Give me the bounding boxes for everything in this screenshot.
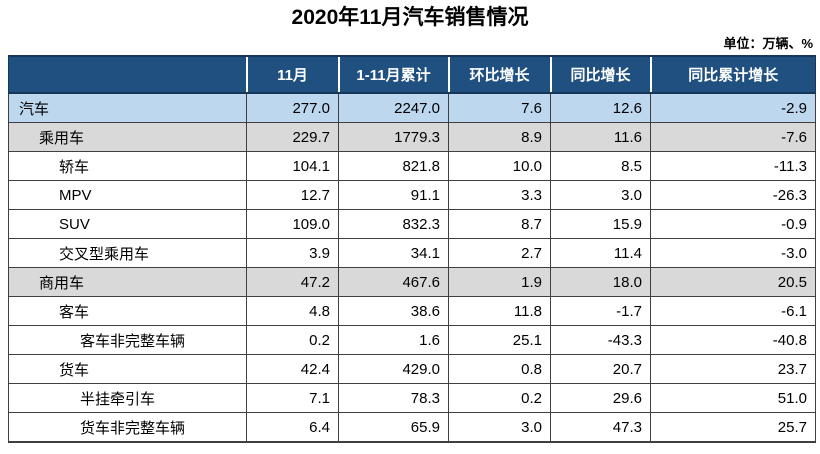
value-cell: -11.3 xyxy=(650,151,816,181)
value-cell: 25.7 xyxy=(650,412,816,443)
value-cell: 1779.3 xyxy=(338,122,449,152)
row-label: MPV xyxy=(8,180,247,210)
value-cell: 2247.0 xyxy=(338,92,449,123)
table-row: 客车非完整车辆 0.2 1.6 25.1 -43.3 -40.8 xyxy=(8,325,816,355)
row-label: 货车 xyxy=(8,354,247,384)
value-cell: 91.1 xyxy=(338,180,449,210)
table-row: SUV 109.0 832.3 8.7 15.9 -0.9 xyxy=(8,209,816,239)
value-cell: 11.6 xyxy=(550,122,651,152)
value-cell: 229.7 xyxy=(246,122,339,152)
value-cell: 0.8 xyxy=(448,354,551,384)
column-header: 同比增长 xyxy=(549,55,651,94)
value-cell: 467.6 xyxy=(338,267,449,297)
value-cell: 25.1 xyxy=(448,325,551,355)
row-label: SUV xyxy=(8,209,247,239)
value-cell: 0.2 xyxy=(448,383,551,413)
value-cell: 12.7 xyxy=(246,180,339,210)
row-label: 交叉型乘用车 xyxy=(8,238,247,268)
row-label: 商用车 xyxy=(8,267,247,297)
value-cell: 10.0 xyxy=(448,151,551,181)
value-cell: 11.8 xyxy=(448,296,551,326)
row-label: 轿车 xyxy=(8,151,247,181)
value-cell: 38.6 xyxy=(338,296,449,326)
value-cell: 109.0 xyxy=(246,209,339,239)
value-cell: -0.9 xyxy=(650,209,816,239)
value-cell: -7.6 xyxy=(650,122,816,152)
value-cell: 29.6 xyxy=(550,383,651,413)
corner-header-cell xyxy=(8,55,247,94)
value-cell: 1.9 xyxy=(448,267,551,297)
header-row: 11月 1-11月累计 环比增长 同比增长 同比累计增长 xyxy=(8,55,816,94)
row-label: 货车非完整车辆 xyxy=(8,412,247,443)
value-cell: 8.7 xyxy=(448,209,551,239)
table-row: 交叉型乘用车 3.9 34.1 2.7 11.4 -3.0 xyxy=(8,238,816,268)
value-cell: 832.3 xyxy=(338,209,449,239)
column-header: 同比累计增长 xyxy=(649,55,816,94)
value-cell: 1.6 xyxy=(338,325,449,355)
table-row: 汽车 277.0 2247.0 7.6 12.6 -2.9 xyxy=(8,92,816,123)
unit-note: 单位：万辆、% xyxy=(723,36,813,51)
table-row: 乘用车 229.7 1779.3 8.9 11.6 -7.6 xyxy=(8,122,816,152)
value-cell: 65.9 xyxy=(338,412,449,443)
value-cell: 3.3 xyxy=(448,180,551,210)
table-row: 货车 42.4 429.0 0.8 20.7 23.7 xyxy=(8,354,816,384)
sales-table: 11月 1-11月累计 环比增长 同比增长 同比累计增长 汽车 277.0 2247.0 7.… xyxy=(8,55,816,443)
value-cell: 78.3 xyxy=(338,383,449,413)
row-label: 乘用车 xyxy=(8,122,247,152)
value-cell: 20.5 xyxy=(650,267,816,297)
value-cell: 47.2 xyxy=(246,267,339,297)
value-cell: 3.0 xyxy=(448,412,551,443)
value-cell: -1.7 xyxy=(550,296,651,326)
value-cell: 47.3 xyxy=(550,412,651,443)
value-cell: 34.1 xyxy=(338,238,449,268)
value-cell: 20.7 xyxy=(550,354,651,384)
value-cell: 7.1 xyxy=(246,383,339,413)
value-cell: 18.0 xyxy=(550,267,651,297)
column-header: 1-11月累计 xyxy=(337,55,449,94)
value-cell: -26.3 xyxy=(650,180,816,210)
value-cell: -3.0 xyxy=(650,238,816,268)
column-header: 11月 xyxy=(245,55,339,94)
column-header: 环比增长 xyxy=(447,55,551,94)
row-label: 客车非完整车辆 xyxy=(8,325,247,355)
row-label: 汽车 xyxy=(8,92,247,123)
value-cell: -6.1 xyxy=(650,296,816,326)
value-cell: 23.7 xyxy=(650,354,816,384)
value-cell: -2.9 xyxy=(650,92,816,123)
value-cell: 8.5 xyxy=(550,151,651,181)
value-cell: 277.0 xyxy=(246,92,339,123)
value-cell: 3.0 xyxy=(550,180,651,210)
chart-title: 2020年11月汽车销售情况 xyxy=(291,6,529,29)
table-row: 客车 4.8 38.6 11.8 -1.7 -6.1 xyxy=(8,296,816,326)
value-cell: 4.8 xyxy=(246,296,339,326)
table-row: 商用车 47.2 467.6 1.9 18.0 20.5 xyxy=(8,267,816,297)
value-cell: 12.6 xyxy=(550,92,651,123)
value-cell: 11.4 xyxy=(550,238,651,268)
row-label: 半挂牵引车 xyxy=(8,383,247,413)
value-cell: 15.9 xyxy=(550,209,651,239)
value-cell: 0.2 xyxy=(246,325,339,355)
value-cell: 2.7 xyxy=(448,238,551,268)
value-cell: 6.4 xyxy=(246,412,339,443)
value-cell: 429.0 xyxy=(338,354,449,384)
value-cell: 51.0 xyxy=(650,383,816,413)
table-row: MPV 12.7 91.1 3.3 3.0 -26.3 xyxy=(8,180,816,210)
table-row: 货车非完整车辆 6.4 65.9 3.0 47.3 25.7 xyxy=(8,412,816,443)
value-cell: -40.8 xyxy=(650,325,816,355)
value-cell: 821.8 xyxy=(338,151,449,181)
value-cell: 104.1 xyxy=(246,151,339,181)
value-cell: 42.4 xyxy=(246,354,339,384)
value-cell: 8.9 xyxy=(448,122,551,152)
value-cell: -43.3 xyxy=(550,325,651,355)
value-cell: 3.9 xyxy=(246,238,339,268)
value-cell: 7.6 xyxy=(448,92,551,123)
table-body: 汽车 277.0 2247.0 7.6 12.6 -2.9 乘用车 229.7 1779.3 8.… xyxy=(8,92,816,443)
table-row: 半挂牵引车 7.1 78.3 0.2 29.6 51.0 xyxy=(8,383,816,413)
row-label: 客车 xyxy=(8,296,247,326)
table-row: 轿车 104.1 821.8 10.0 8.5 -11.3 xyxy=(8,151,816,181)
